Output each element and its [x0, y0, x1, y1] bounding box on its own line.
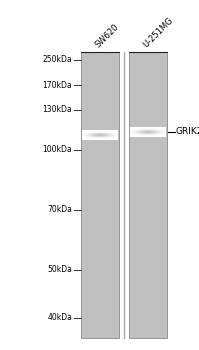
Text: 170kDa: 170kDa — [42, 80, 72, 90]
Bar — [81, 52, 119, 338]
Text: 50kDa: 50kDa — [47, 266, 72, 274]
Text: SW620: SW620 — [94, 22, 121, 49]
Text: 250kDa: 250kDa — [42, 56, 72, 64]
Text: 70kDa: 70kDa — [47, 205, 72, 215]
Text: U-251MG: U-251MG — [142, 15, 175, 49]
Text: 100kDa: 100kDa — [42, 146, 72, 154]
Text: 40kDa: 40kDa — [47, 314, 72, 322]
Text: GRIK2: GRIK2 — [176, 127, 199, 136]
Bar — [129, 52, 167, 338]
Text: 130kDa: 130kDa — [42, 105, 72, 114]
